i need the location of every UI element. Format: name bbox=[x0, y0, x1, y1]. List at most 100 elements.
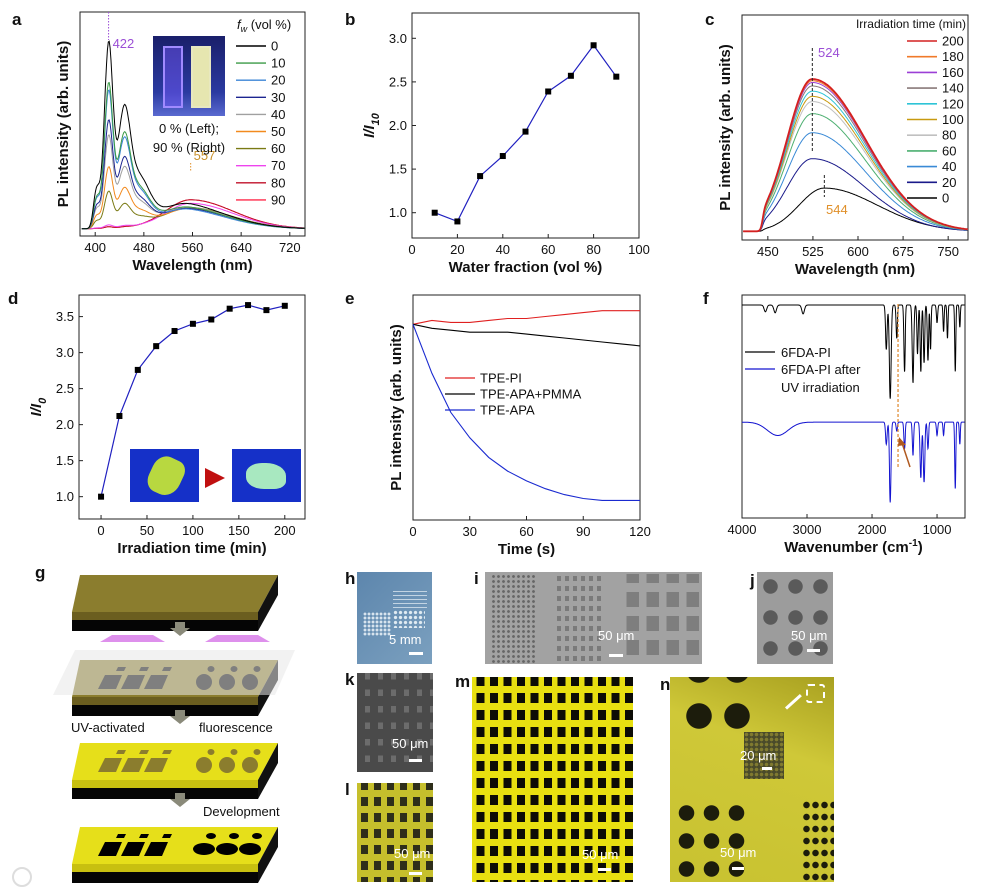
film-developed bbox=[72, 827, 278, 883]
x-axis-label-main: Wavenumber (cm bbox=[784, 539, 908, 556]
zoom-region-marker bbox=[806, 684, 825, 703]
scale-bar-label: 5 mm bbox=[389, 632, 422, 647]
x-tick-label: 90 bbox=[576, 524, 590, 539]
arrow-icon bbox=[784, 694, 802, 710]
plot-frame bbox=[411, 12, 640, 239]
square-feature bbox=[162, 834, 172, 838]
scale-bar-label: 50 μm bbox=[582, 847, 619, 862]
x-tick-label: 0 bbox=[409, 524, 416, 539]
series-line-200-min bbox=[743, 78, 968, 233]
y-axis-label: PL intensity (arb. units) bbox=[717, 44, 734, 210]
data-point bbox=[431, 209, 438, 216]
legend-label: 20 bbox=[271, 73, 285, 88]
cuvette-left bbox=[163, 46, 183, 108]
series-line-140-min bbox=[743, 85, 968, 232]
pattern-array bbox=[491, 574, 537, 664]
y-tick-label: 1.5 bbox=[389, 162, 407, 177]
panel-label-f: f bbox=[703, 289, 709, 308]
inset-caption: 90 % (Right) bbox=[153, 140, 225, 155]
legend-label: 100 bbox=[942, 112, 964, 127]
data-point bbox=[189, 320, 196, 327]
panel-label-c: c bbox=[705, 10, 714, 29]
square-feature bbox=[121, 842, 145, 856]
data-point bbox=[545, 88, 552, 95]
y-tick-label: 3.5 bbox=[56, 309, 74, 324]
pattern-array bbox=[553, 576, 605, 662]
slab-front bbox=[72, 697, 258, 705]
x-tick-label: 30 bbox=[463, 524, 477, 539]
data-point bbox=[567, 72, 574, 79]
legend-label: TPE-APA bbox=[480, 403, 535, 418]
scale-bar bbox=[732, 867, 744, 870]
data-point bbox=[454, 218, 461, 225]
circle-feature bbox=[242, 757, 258, 773]
square-feature bbox=[121, 758, 145, 772]
y-tick-label: 2.5 bbox=[56, 381, 74, 396]
panel-label-d: d bbox=[8, 289, 18, 308]
y-axis-label-main: I/I bbox=[28, 403, 45, 416]
x-axis-label: Wavenumber (cm-1) bbox=[784, 538, 922, 556]
x-tick-label: 80 bbox=[586, 242, 600, 257]
x-tick-label: 720 bbox=[279, 240, 301, 255]
process-arrow-icon bbox=[170, 793, 190, 807]
square-feature bbox=[139, 750, 149, 754]
x-axis-label: Time (s) bbox=[498, 541, 555, 558]
uv-light-icon bbox=[205, 635, 270, 642]
slab-front bbox=[72, 612, 258, 620]
panel-label-e: e bbox=[345, 289, 354, 308]
panel-b-axes: 0 20 40 60 80 100 1.0 1.5 2.0 2.5 3.0 Water fractio… bbox=[361, 12, 650, 276]
data-point bbox=[613, 73, 620, 80]
circle-feature bbox=[229, 833, 239, 839]
circle-feature bbox=[216, 843, 238, 855]
x-tick-label: 2000 bbox=[858, 522, 887, 537]
legend-title-sub: w bbox=[241, 24, 248, 34]
square-feature bbox=[98, 842, 122, 856]
panel-e-axes: 0 30 60 90 120 Time (s) PL intensity (arb. uni… bbox=[388, 294, 651, 558]
peak-label-524: 524 bbox=[818, 45, 840, 60]
series-line-tpe-apa-pmma bbox=[412, 323, 641, 347]
legend-label: 60 bbox=[942, 143, 956, 158]
series-line-60-min bbox=[743, 113, 968, 232]
x-tick-label: 0 bbox=[408, 242, 415, 257]
legend-label: 60 bbox=[271, 141, 285, 156]
micrograph-m: 50 μm bbox=[472, 677, 633, 882]
legend-label: 90 bbox=[271, 192, 285, 207]
scale-bar-label: 50 μm bbox=[791, 628, 828, 643]
scale-bar-label: 50 μm bbox=[598, 628, 635, 643]
y-tick-label: 1.0 bbox=[389, 205, 407, 220]
series-line-40-min bbox=[743, 132, 968, 232]
data-point bbox=[171, 328, 178, 335]
x-tick-label: 50 bbox=[140, 523, 154, 538]
cuvette-photo bbox=[153, 36, 225, 116]
micrograph-j: 50 μm bbox=[757, 572, 833, 664]
circle-feature bbox=[253, 749, 261, 755]
legend-label: TPE-PI bbox=[480, 371, 522, 386]
step-label-uv-activated: UV-activated bbox=[71, 720, 145, 735]
x-axis-label-sup: -1 bbox=[909, 538, 918, 549]
data-point bbox=[522, 128, 529, 135]
x-tick-label: 60 bbox=[519, 524, 533, 539]
process-arrow-icon bbox=[170, 622, 190, 636]
data-point bbox=[263, 307, 270, 314]
series-line-fw-70 bbox=[81, 202, 305, 230]
circle-feature bbox=[196, 757, 212, 773]
panel-label-l: l bbox=[345, 780, 350, 799]
y-axis-label: I/I10 bbox=[361, 112, 382, 138]
x-tick-label: 750 bbox=[937, 244, 959, 259]
y-axis-label: PL intensity (arb. units) bbox=[55, 41, 72, 207]
scale-bar bbox=[609, 654, 623, 657]
data-point bbox=[134, 366, 141, 373]
legend-label: 0 bbox=[271, 39, 278, 54]
x-tick-label: 40 bbox=[496, 242, 510, 257]
legend-label: 140 bbox=[942, 81, 964, 96]
scale-bar bbox=[409, 652, 423, 655]
scale-bar-label: 50 μm bbox=[392, 736, 429, 751]
inset-caption: 0 % (Left); bbox=[159, 121, 219, 136]
step-label-development: Development bbox=[203, 804, 280, 819]
square-feature bbox=[116, 750, 126, 754]
series-line-100-min bbox=[743, 95, 968, 232]
x-tick-label: 600 bbox=[847, 244, 869, 259]
process-arrow-icon bbox=[170, 710, 190, 724]
series-line-20-min bbox=[743, 158, 968, 232]
